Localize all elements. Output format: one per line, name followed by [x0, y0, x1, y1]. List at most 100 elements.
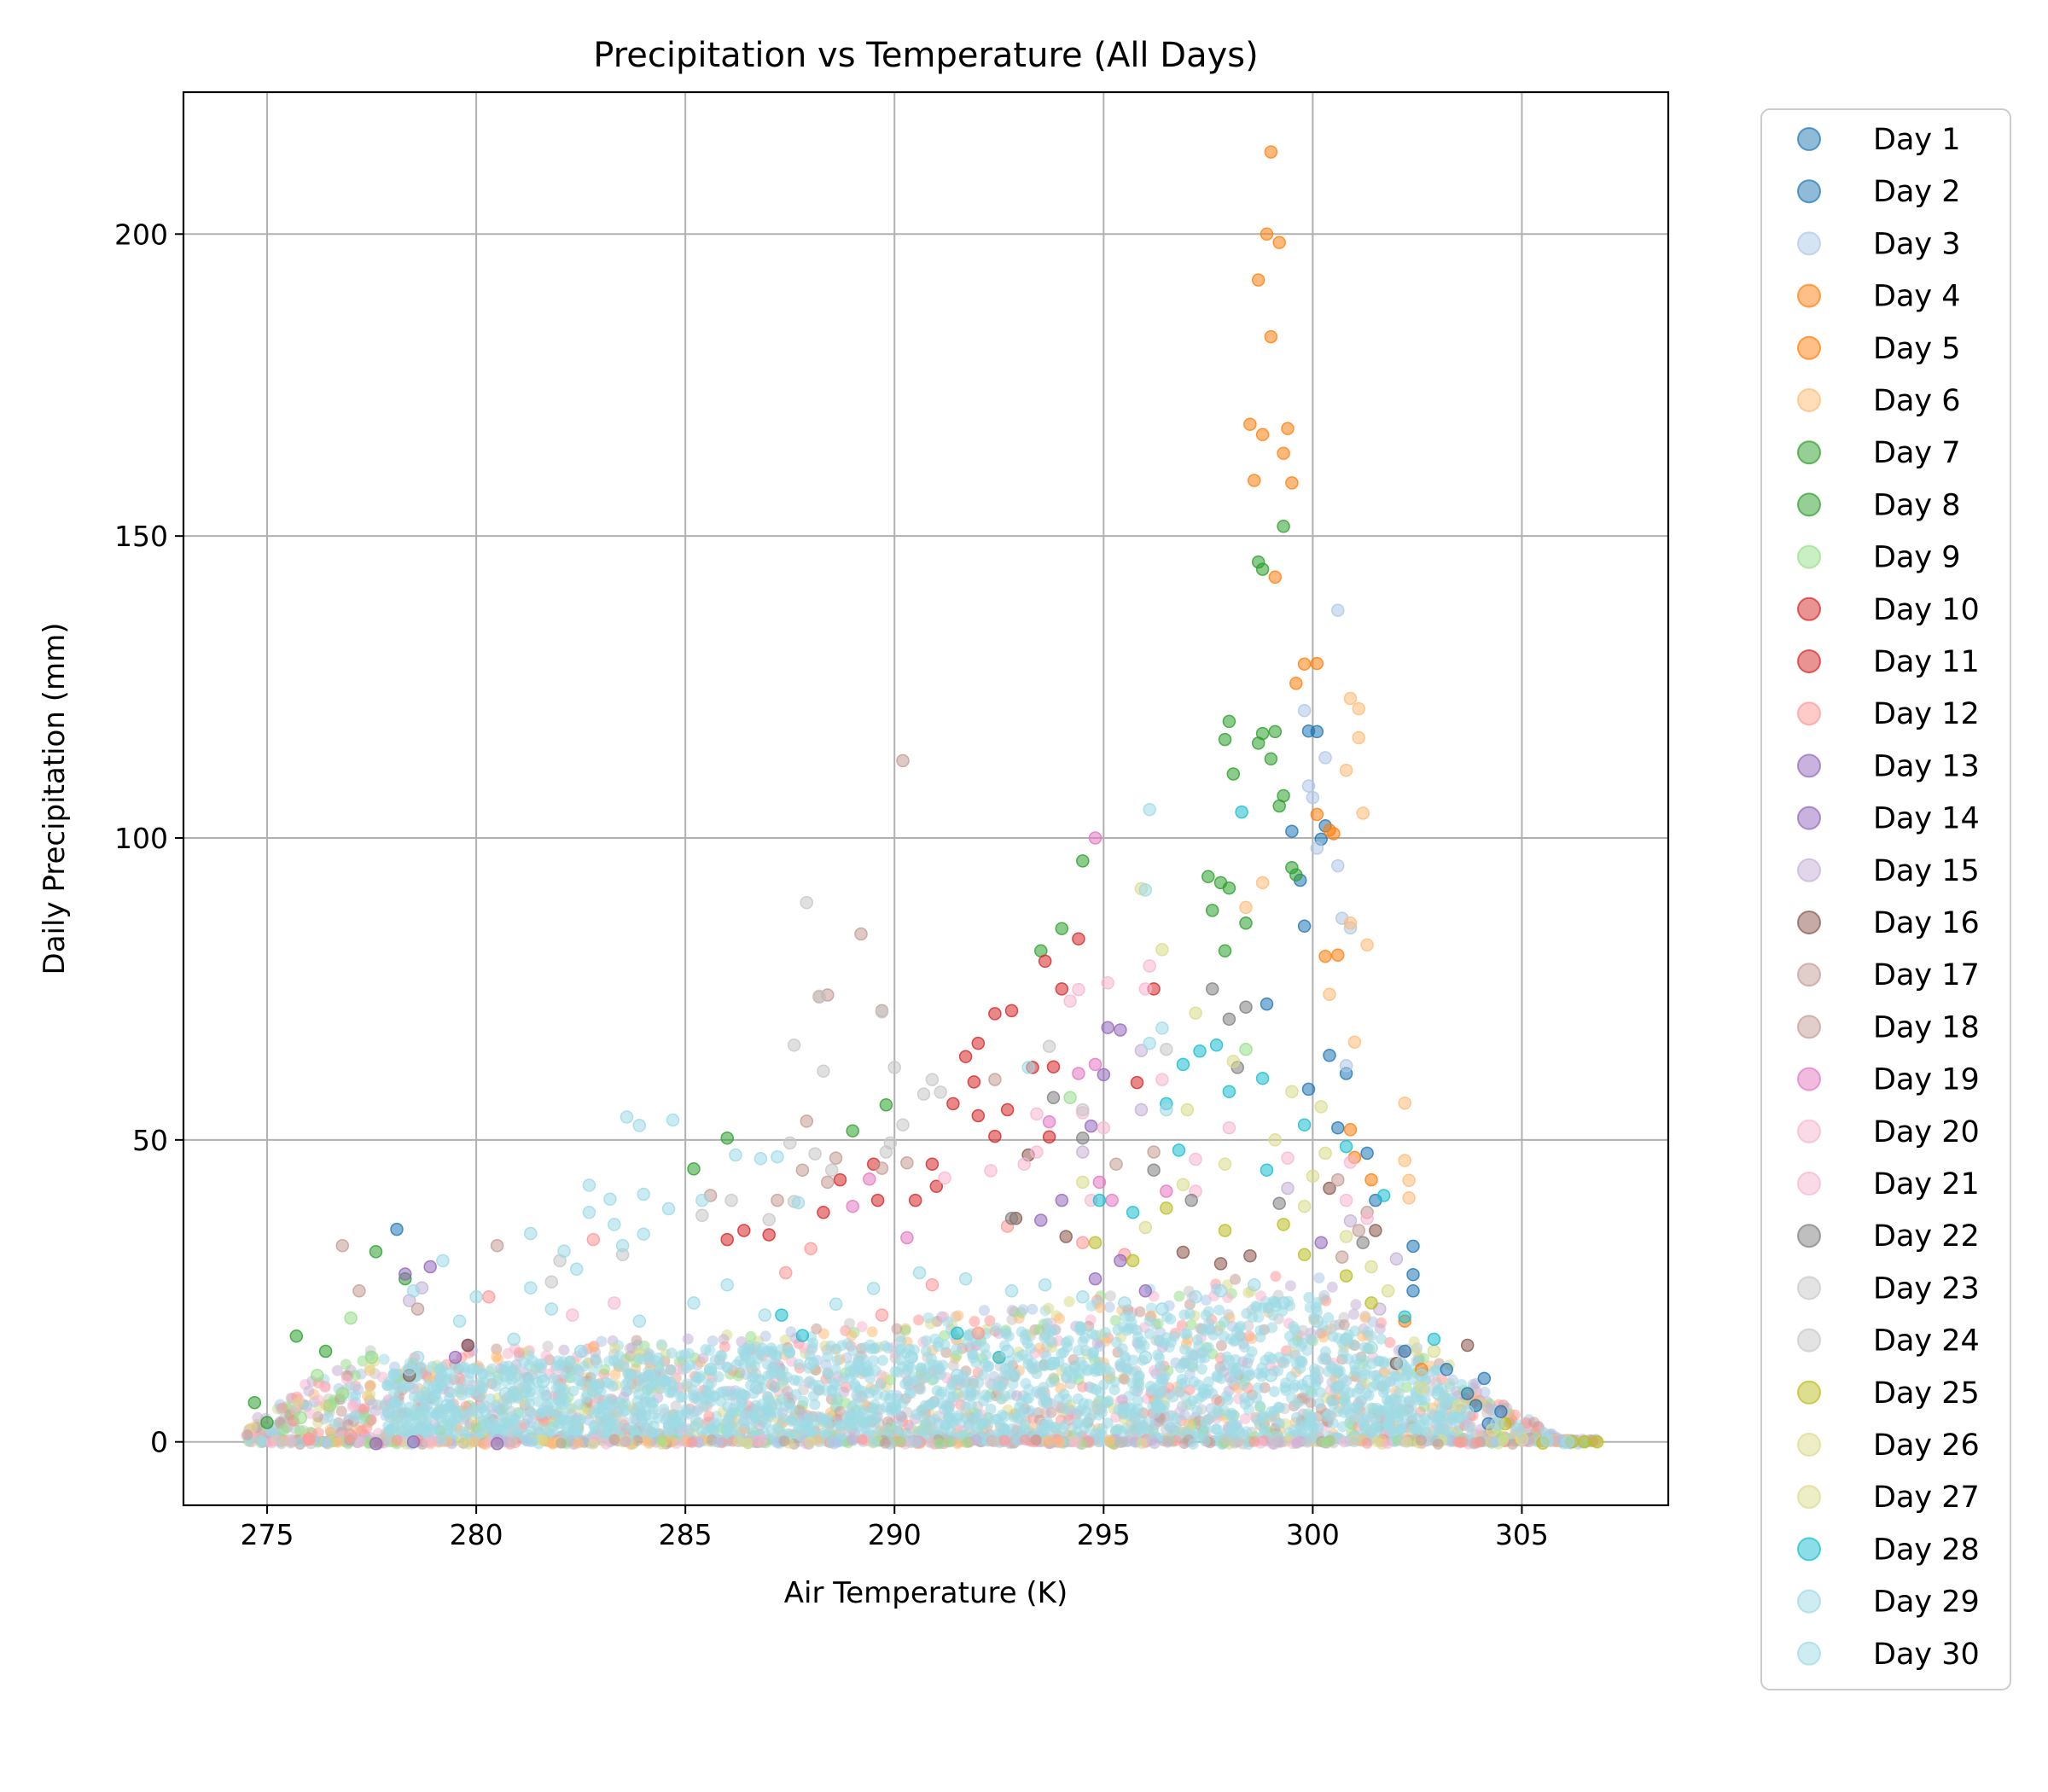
data-point [1092, 1363, 1107, 1376]
data-point [1105, 1193, 1119, 1207]
cloud-point [408, 1391, 420, 1403]
cloud-point [1288, 1321, 1300, 1333]
cloud-point [1318, 1331, 1329, 1343]
cloud-point [760, 1417, 772, 1429]
data-point [1155, 1021, 1169, 1035]
data-point [1155, 1073, 1169, 1086]
cloud-point [1056, 1347, 1068, 1359]
cloud-point [479, 1405, 491, 1417]
data-point [1046, 1356, 1061, 1370]
legend-label: Day 11 [1873, 645, 1980, 679]
data-point [335, 1387, 350, 1400]
cloud-point [592, 1407, 604, 1419]
cloud-point [555, 1437, 567, 1449]
cloud-point [391, 1434, 403, 1446]
cloud-point [1009, 1368, 1021, 1380]
cloud-point [730, 1359, 742, 1370]
legend-label: Day 12 [1873, 697, 1980, 731]
cloud-point [960, 1401, 972, 1413]
cloud-point [806, 1341, 818, 1353]
x-tick-label: 305 [1495, 1518, 1549, 1551]
data-point [369, 1437, 383, 1451]
cloud-point [1173, 1290, 1185, 1302]
cloud-point [1219, 1316, 1231, 1328]
data-point [1138, 1350, 1153, 1364]
cloud-point [922, 1312, 934, 1324]
cloud-point [635, 1405, 647, 1417]
legend-marker [1797, 492, 1821, 517]
cloud-point [277, 1424, 289, 1436]
cloud-point [668, 1381, 680, 1392]
legend-label: Day 19 [1873, 1063, 1980, 1097]
data-point [469, 1290, 483, 1304]
data-point [1272, 236, 1286, 249]
data-point [1147, 1145, 1161, 1159]
legend-marker [1797, 544, 1821, 569]
data-point [1285, 476, 1299, 490]
cloud-point [1338, 1406, 1350, 1418]
cloud-point [777, 1393, 788, 1405]
cloud-point [1214, 1362, 1226, 1374]
data-point [687, 1162, 701, 1176]
cloud-point [1230, 1273, 1241, 1285]
data-point [1331, 858, 1345, 873]
cloud-point [558, 1344, 570, 1356]
cloud-point [523, 1398, 535, 1410]
cloud-point [457, 1362, 468, 1374]
cloud-point [811, 1323, 823, 1335]
cloud-point [1366, 1382, 1378, 1393]
data-point [1055, 1193, 1069, 1207]
cloud-point [759, 1330, 771, 1342]
cloud-point [294, 1424, 305, 1436]
cloud-point [468, 1435, 480, 1447]
data-point [971, 1108, 986, 1123]
cloud-point [1017, 1304, 1029, 1316]
cloud-point [1187, 1395, 1199, 1407]
cloud-point [1143, 1328, 1155, 1340]
cloud-point [564, 1355, 576, 1367]
data-point [1460, 1387, 1475, 1400]
cloud-point [1152, 1402, 1164, 1414]
cloud-point [1479, 1387, 1491, 1398]
data-point [1222, 1012, 1236, 1027]
legend-marker [1797, 1015, 1821, 1039]
cloud-point [1012, 1411, 1024, 1423]
cloud-point [756, 1399, 768, 1410]
data-point [1352, 701, 1366, 716]
data-point [1323, 1049, 1336, 1062]
cloud-point [866, 1326, 878, 1338]
data-point [1088, 1271, 1103, 1286]
cloud-point [967, 1414, 979, 1425]
data-point [795, 1329, 810, 1342]
data-point [1176, 1057, 1190, 1072]
cloud-point [1154, 1352, 1166, 1364]
cloud-point [1452, 1436, 1464, 1448]
cloud-point [1327, 1417, 1339, 1429]
data-point [1004, 1004, 1019, 1018]
cloud-point [707, 1335, 719, 1347]
cloud-point [1291, 1411, 1302, 1423]
data-point [608, 1218, 621, 1231]
data-point [800, 1114, 814, 1128]
cloud-point [1145, 1302, 1157, 1314]
cloud-point [834, 1405, 846, 1417]
cloud-point [501, 1399, 513, 1411]
data-point [824, 1163, 839, 1177]
cloud-point [1030, 1434, 1042, 1446]
data-point [260, 1416, 274, 1429]
data-point [1000, 1344, 1015, 1359]
cloud-point [921, 1335, 933, 1347]
data-point [729, 1148, 742, 1162]
cloud-point [1371, 1402, 1383, 1414]
data-point [951, 1326, 964, 1341]
cloud-point [841, 1338, 853, 1350]
cloud-point [1235, 1320, 1247, 1332]
cloud-point [1313, 1398, 1325, 1409]
data-point [390, 1222, 404, 1236]
data-point [632, 1314, 647, 1328]
data-point [1251, 273, 1265, 287]
cloud-point [398, 1381, 410, 1393]
legend-label: Day 22 [1873, 1219, 1980, 1254]
data-point [1352, 1224, 1366, 1237]
cloud-point [667, 1418, 679, 1429]
